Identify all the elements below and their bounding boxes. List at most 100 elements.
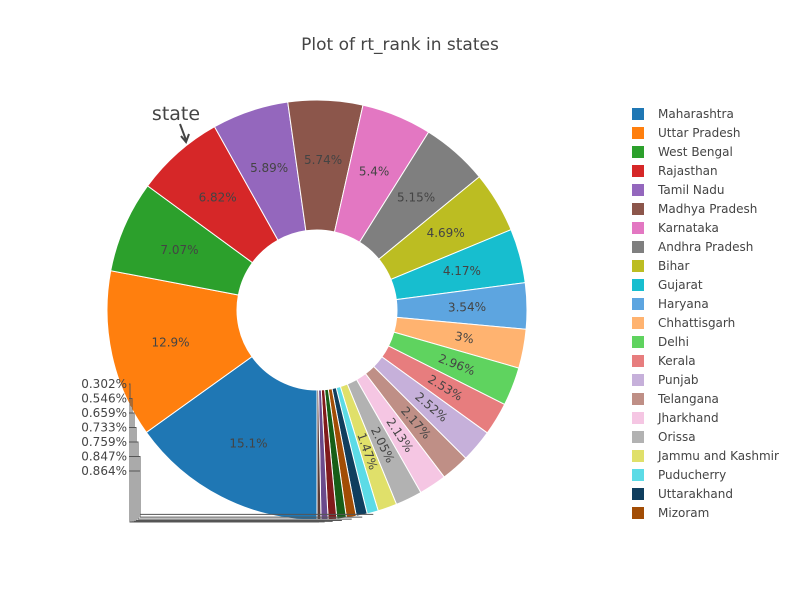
legend-label: Haryana bbox=[658, 297, 709, 311]
legend-label: Andhra Pradesh bbox=[658, 240, 753, 254]
legend-label: Uttarakhand bbox=[658, 487, 733, 501]
legend-label: Uttar Pradesh bbox=[658, 126, 740, 140]
legend-label: Madhya Pradesh bbox=[658, 202, 757, 216]
legend-swatch bbox=[632, 241, 644, 253]
legend-swatch bbox=[632, 450, 644, 462]
slice-label: 5.4% bbox=[359, 164, 390, 178]
legend-swatch bbox=[632, 412, 644, 424]
legend-swatch bbox=[632, 260, 644, 272]
legend-label: Jharkhand bbox=[657, 411, 719, 425]
legend-item[interactable]: West Bengal bbox=[632, 145, 733, 159]
slice-label-outside: 0.733% bbox=[81, 421, 127, 435]
slice-label: 5.89% bbox=[250, 161, 288, 175]
pie-slice[interactable] bbox=[316, 389, 322, 521]
legend-label: Mizoram bbox=[658, 506, 709, 520]
legend-item[interactable]: Gujarat bbox=[632, 278, 703, 292]
slice-label-outside: 0.659% bbox=[81, 406, 127, 420]
legend-swatch bbox=[632, 507, 644, 519]
legend-label: Jammu and Kashmir bbox=[657, 449, 779, 463]
legend-swatch bbox=[632, 165, 644, 177]
legend-label: Tamil Nadu bbox=[657, 183, 724, 197]
slice-label-outside: 0.759% bbox=[81, 435, 127, 449]
legend-swatch bbox=[632, 127, 644, 139]
annotation-text: state bbox=[152, 103, 200, 125]
slice-label: 5.15% bbox=[397, 190, 435, 204]
slice-label: 3.54% bbox=[448, 300, 486, 315]
legend-label: West Bengal bbox=[658, 145, 733, 159]
slice-label: 3% bbox=[454, 329, 475, 346]
pie-slice[interactable] bbox=[145, 355, 318, 521]
slice-label: 12.9% bbox=[151, 335, 189, 349]
leader-line bbox=[129, 427, 342, 522]
annotation: state bbox=[152, 103, 200, 144]
legend-swatch bbox=[632, 336, 644, 348]
legend-swatch bbox=[632, 393, 644, 405]
slice-label: 4.69% bbox=[427, 226, 465, 240]
leader-line bbox=[129, 470, 374, 515]
legend-item[interactable]: Puducherry bbox=[632, 468, 726, 482]
chart-title: Plot of rt_rank in states bbox=[301, 35, 499, 55]
legend-item[interactable]: Punjab bbox=[632, 373, 699, 387]
slice-label: 4.17% bbox=[443, 264, 481, 278]
legend-item[interactable]: Tamil Nadu bbox=[632, 183, 724, 197]
legend-label: Puducherry bbox=[658, 468, 726, 482]
legend-label: Telangana bbox=[657, 392, 719, 406]
legend-swatch bbox=[632, 431, 644, 443]
legend-item[interactable]: Telangana bbox=[632, 392, 719, 406]
slice-label: 15.1% bbox=[229, 436, 267, 450]
legend-swatch bbox=[632, 184, 644, 196]
outside-labels: 0.302%0.546%0.659%0.733%0.759%0.847%0.86… bbox=[81, 377, 374, 523]
slice-label: 6.82% bbox=[199, 191, 237, 205]
legend-swatch bbox=[632, 203, 644, 215]
legend-item[interactable]: Jharkhand bbox=[632, 411, 719, 425]
legend-item[interactable]: Bihar bbox=[632, 259, 690, 273]
legend-label: Karnataka bbox=[658, 221, 719, 235]
legend-item[interactable]: Maharashtra bbox=[632, 107, 734, 121]
legend: Maharashtra Uttar Pradesh West Bengal Rajas… bbox=[632, 107, 779, 520]
legend-item[interactable]: Madhya Pradesh bbox=[632, 202, 757, 216]
legend-swatch bbox=[632, 279, 644, 291]
legend-item[interactable]: Rajasthan bbox=[632, 164, 718, 178]
pie-slices bbox=[106, 99, 528, 521]
legend-label: Orissa bbox=[658, 430, 696, 444]
legend-swatch bbox=[632, 374, 644, 386]
annotation-arrowhead bbox=[180, 133, 190, 144]
legend-label: Chhattisgarh bbox=[658, 316, 735, 330]
legend-swatch bbox=[632, 108, 644, 120]
legend-item[interactable]: Chhattisgarh bbox=[632, 316, 735, 330]
leader-line bbox=[129, 412, 333, 522]
legend-item[interactable]: Haryana bbox=[632, 297, 709, 311]
legend-label: Rajasthan bbox=[658, 164, 718, 178]
slice-label: 7.07% bbox=[160, 243, 198, 257]
slice-label-outside: 0.864% bbox=[81, 464, 127, 478]
legend-item[interactable]: Mizoram bbox=[632, 506, 709, 520]
slice-label: 5.74% bbox=[304, 153, 342, 167]
legend-label: Maharashtra bbox=[658, 107, 734, 121]
legend-label: Gujarat bbox=[658, 278, 703, 292]
legend-swatch bbox=[632, 355, 644, 367]
legend-label: Bihar bbox=[658, 259, 690, 273]
legend-item[interactable]: Kerala bbox=[632, 354, 696, 368]
annotation-arrow bbox=[179, 123, 187, 141]
legend-label: Kerala bbox=[658, 354, 696, 368]
legend-label: Delhi bbox=[658, 335, 689, 349]
slice-label-outside: 0.546% bbox=[81, 392, 127, 406]
legend-swatch bbox=[632, 298, 644, 310]
legend-item[interactable]: Uttarakhand bbox=[632, 487, 733, 501]
slice-label-outside: 0.847% bbox=[81, 450, 127, 464]
legend-swatch bbox=[632, 317, 644, 329]
legend-item[interactable]: Andhra Pradesh bbox=[632, 240, 753, 254]
legend-item[interactable]: Jammu and Kashmir bbox=[632, 449, 779, 463]
legend-item[interactable]: Karnataka bbox=[632, 221, 719, 235]
legend-swatch bbox=[632, 146, 644, 158]
legend-item[interactable]: Uttar Pradesh bbox=[632, 126, 740, 140]
legend-item[interactable]: Delhi bbox=[632, 335, 689, 349]
legend-label: Punjab bbox=[658, 373, 699, 387]
legend-item[interactable]: Orissa bbox=[632, 430, 696, 444]
legend-swatch bbox=[632, 488, 644, 500]
pie-slice[interactable] bbox=[106, 270, 253, 434]
legend-swatch bbox=[632, 469, 644, 481]
slice-label-outside: 0.302% bbox=[81, 377, 127, 391]
legend-swatch bbox=[632, 222, 644, 234]
